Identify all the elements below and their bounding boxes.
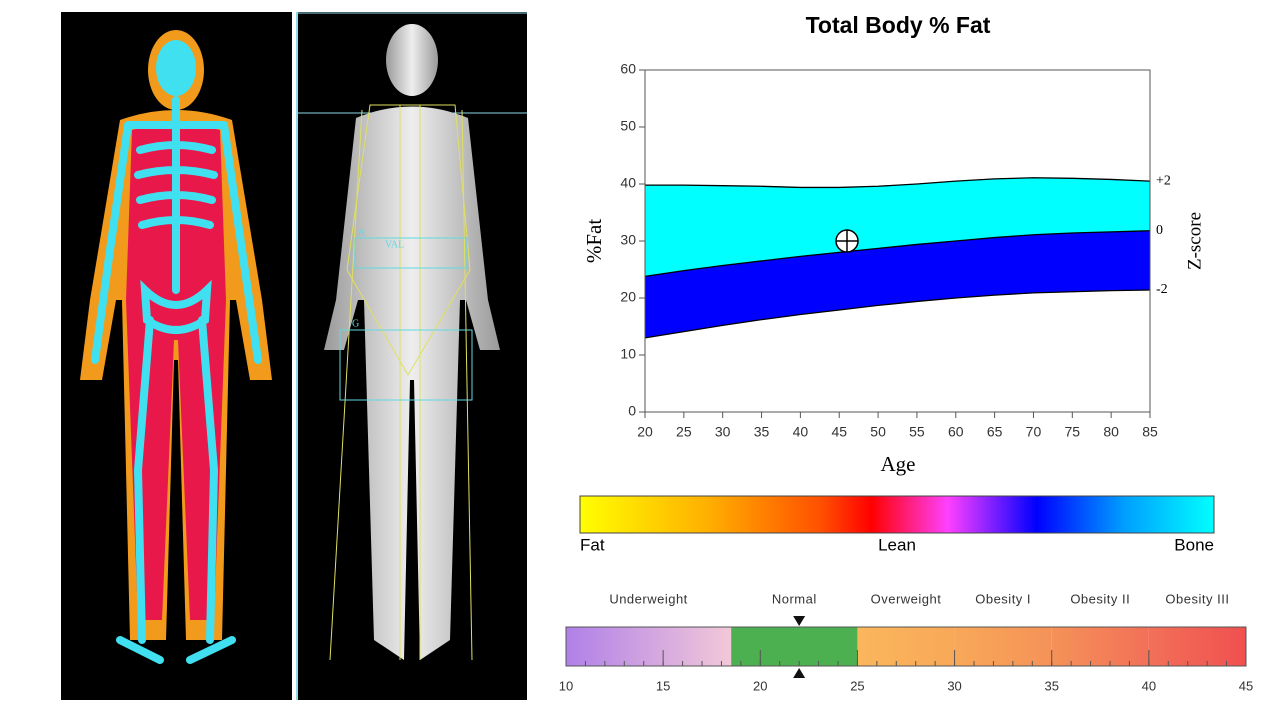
x-tick-label: 70 [1026,424,1042,440]
x-tick-label: 40 [793,424,809,440]
x-tick-label: 30 [715,424,731,440]
bmi-tick-label: 40 [1142,678,1156,693]
y-tick-label: 20 [620,289,636,305]
color-scan [61,12,292,700]
bmi-tick-label: 30 [947,678,961,693]
z-label: +2 [1156,173,1171,188]
bmi-segment [1051,627,1149,666]
bmi-tick-label: 15 [656,678,670,693]
bmi-tick-label: 10 [559,678,573,693]
x-tick-label: 65 [987,424,1003,440]
y-tick-label: 40 [620,175,636,191]
color-bar [579,495,1215,534]
x-tick-label: 55 [909,424,925,440]
y2-axis-label: Z-score [1184,212,1205,270]
bmi-segment [731,627,858,666]
x-axis-label: Age [881,452,916,476]
x-tick-label: 25 [676,424,692,440]
band-fill [645,177,1150,277]
chart-title: Total Body % Fat [806,12,991,38]
y-tick-label: 30 [620,232,636,248]
z-line [644,289,1151,339]
y-tick-label: 50 [620,118,636,134]
bmi-category-label: Obesity I [975,591,1031,606]
bmi-category-label: Normal [772,591,817,606]
bmi-marker-bottom [793,668,806,678]
color-label: Fat [580,535,605,554]
point-cross [836,230,858,252]
image-label: VAL [385,239,404,250]
x-tick-label: 35 [754,424,770,440]
bmi-segment [954,627,1052,666]
bmi-category-label: Obesity III [1165,591,1229,606]
bmi-tick-label: 20 [753,678,767,693]
y-axis-label: %Fat [582,219,606,263]
x-tick-label: 20 [637,424,653,440]
bmi-segment [857,627,955,666]
bmi-category-label: Obesity II [1070,591,1130,606]
bmi-category-label: Underweight [609,591,688,606]
bmi-marker-top [793,616,806,626]
y-tick-label: 0 [628,403,636,419]
image-label: A [358,227,366,238]
z-label: 0 [1156,223,1163,238]
y-tick-label: 60 [620,61,636,77]
bmi-tick-label: 25 [850,678,864,693]
x-tick-label: 85 [1142,424,1158,440]
bmi-category-label: Overweight [871,591,942,606]
bmi-tick-label: 35 [1044,678,1058,693]
z-line [645,177,1151,189]
x-tick-label: 45 [831,424,847,440]
x-tick-label: 50 [870,424,886,440]
bmi-segment [566,627,732,666]
bmi-frame [565,626,1247,667]
z-line [644,230,1151,277]
bmi-tick-label: 45 [1239,678,1253,693]
band-fill [645,230,1150,338]
x-tick-label: 80 [1103,424,1119,440]
color-label: Lean [878,535,916,554]
y-tick-label: 10 [620,346,636,362]
color-label: Bone [1174,535,1214,554]
x-tick-label: 75 [1065,424,1081,440]
z-label: -2 [1156,282,1168,297]
xray-scan: A VAL G [296,12,527,700]
x-tick-label: 60 [948,424,964,440]
bmi-segment [1148,627,1246,666]
image-label: G [352,318,359,329]
